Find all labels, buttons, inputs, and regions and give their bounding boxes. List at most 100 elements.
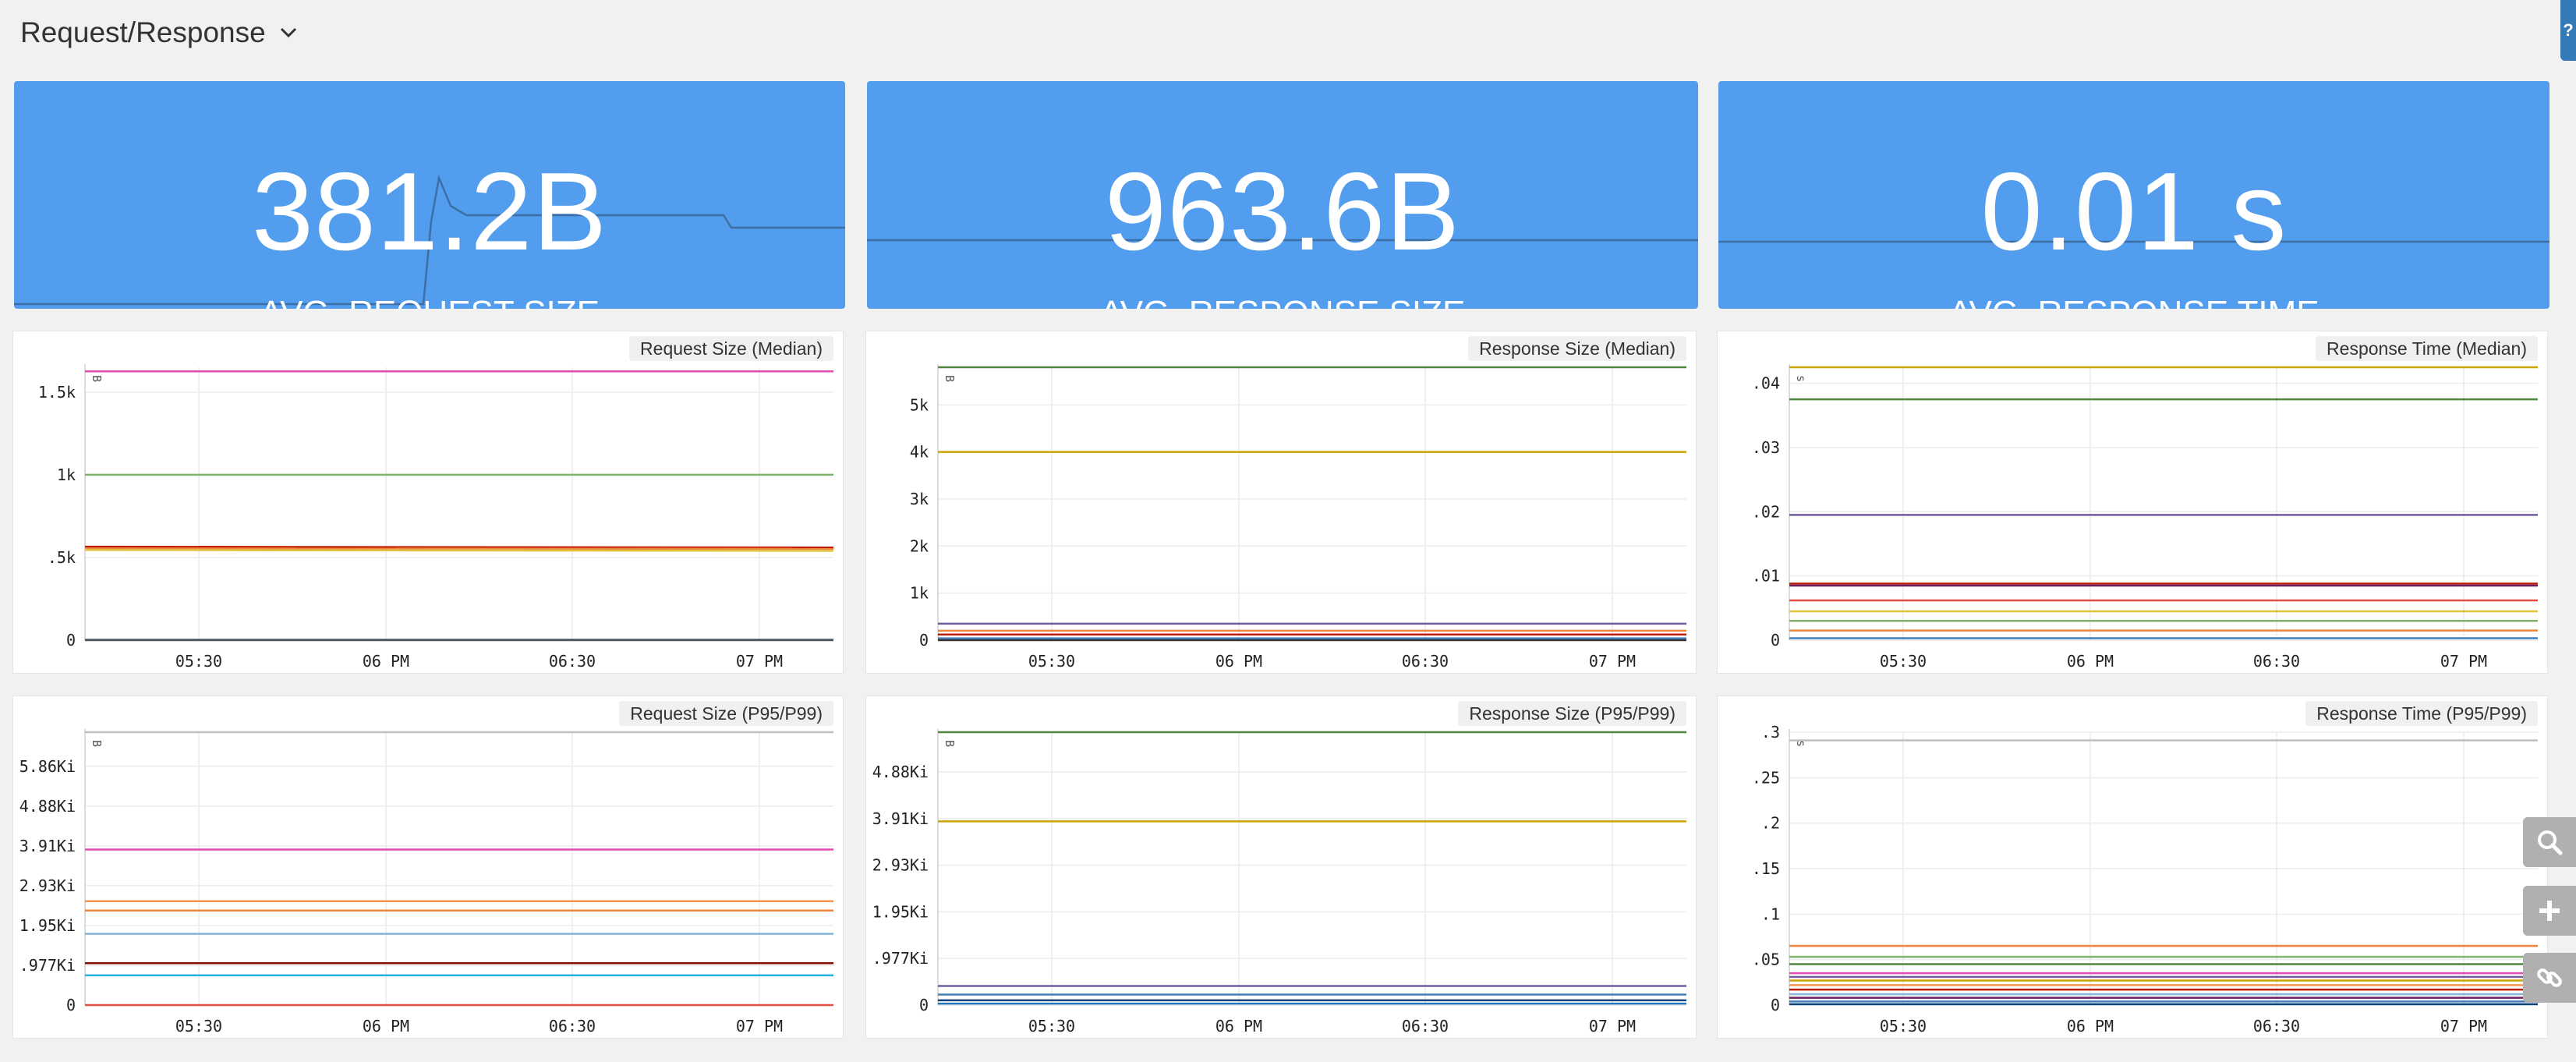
- y-tick-label: .04: [1752, 374, 1780, 393]
- panel-title[interactable]: Request Size (P95/P99): [619, 701, 833, 726]
- x-tick-label: 06 PM: [1215, 1017, 1262, 1035]
- stat-panel-avg-response-size: 963.6B AVG. RESPONSE SIZE: [867, 81, 1698, 309]
- y-tick-label: 1.95Ki: [872, 902, 929, 921]
- chart-svg[interactable]: 0 .01 .02 .03 .04 05:30 06 PM 06:30 07 PM s: [1718, 331, 2549, 674]
- graph-panel-response-size-median: 0 1k 2k 3k 4k 5k 05:30 06 PM 06:30 07 PM B Respons…: [865, 331, 1697, 674]
- row-header[interactable]: Request/Response: [20, 11, 297, 55]
- unit-label: B: [943, 375, 957, 382]
- x-tick-label: 05:30: [175, 652, 222, 671]
- stat-label: AVG. RESPONSE TIME: [1718, 296, 2549, 310]
- stat-panel-avg-response-time: 0.01 s AVG. RESPONSE TIME: [1718, 81, 2549, 309]
- x-tick-label: 06 PM: [1215, 652, 1262, 671]
- y-tick-label: 0: [919, 631, 929, 650]
- graph-panel-request-size-median: 0 .5k 1k 1.5k 05:30 06 PM 06:30 07 PM B Request …: [12, 331, 844, 674]
- y-tick-label: 1k: [910, 584, 929, 603]
- x-tick-label: 06:30: [2253, 1017, 2300, 1035]
- y-tick-label: .15: [1752, 859, 1780, 878]
- chart-svg[interactable]: 0 .977Ki 1.95Ki 2.93Ki 3.91Ki 4.88Ki 5.86Ki 05:…: [13, 696, 844, 1039]
- help-button[interactable]: ?: [2560, 0, 2576, 61]
- y-tick-label: 1.95Ki: [19, 916, 76, 935]
- y-tick-label: 1.5k: [38, 383, 76, 402]
- panel-title[interactable]: Response Time (Median): [2316, 336, 2538, 361]
- stat-value: 0.01 s: [1980, 150, 2288, 274]
- x-tick-label: 07 PM: [1589, 652, 1636, 671]
- x-tick-label: 05:30: [1028, 1017, 1075, 1035]
- graph-panel-response-time-median: 0 .01 .02 .03 .04 05:30 06 PM 06:30 07 PM s Respo…: [1717, 331, 2548, 674]
- panel-title[interactable]: Request Size (Median): [629, 336, 833, 361]
- panel-title[interactable]: Response Size (Median): [1468, 336, 1686, 361]
- y-tick-label: .3: [1761, 723, 1780, 742]
- y-tick-label: 0: [1771, 631, 1780, 650]
- x-tick-label: 06:30: [1402, 652, 1449, 671]
- chart-svg[interactable]: 0 .977Ki 1.95Ki 2.93Ki 3.91Ki 4.88Ki 05:30 06 P…: [866, 696, 1697, 1039]
- y-tick-label: 1k: [57, 466, 76, 484]
- y-tick-label: .03: [1752, 438, 1780, 457]
- x-tick-label: 06 PM: [2067, 1017, 2114, 1035]
- y-tick-label: 2.93Ki: [19, 876, 76, 895]
- panel-title[interactable]: Response Time (P95/P99): [2305, 701, 2538, 726]
- sparkline: [14, 174, 845, 306]
- x-tick-label: 06 PM: [2067, 652, 2114, 671]
- unit-label: B: [943, 740, 957, 747]
- sparkline: [1718, 240, 2549, 243]
- unit-label: s: [1794, 740, 1808, 747]
- x-tick-label: 07 PM: [736, 1017, 783, 1035]
- y-tick-label: 3.91Ki: [872, 809, 929, 828]
- search-button[interactable]: [2523, 817, 2576, 867]
- add-button[interactable]: [2523, 886, 2576, 936]
- y-tick-label: 0: [1771, 996, 1780, 1014]
- y-tick-label: 4k: [910, 443, 929, 462]
- series-line: [84, 547, 834, 550]
- stat-panel-avg-request-size: 381.2B AVG. REQUEST SIZE: [14, 81, 845, 309]
- x-tick-label: 06:30: [1402, 1017, 1449, 1035]
- x-tick-label: 07 PM: [736, 652, 783, 671]
- stat-value: 963.6B: [1104, 150, 1461, 274]
- y-tick-label: .977Ki: [872, 949, 929, 968]
- share-link-button[interactable]: [2523, 953, 2576, 1003]
- stat-label: AVG. RESPONSE SIZE: [867, 296, 1698, 310]
- y-tick-label: 4.88Ki: [872, 763, 929, 781]
- x-tick-label: 07 PM: [1589, 1017, 1636, 1035]
- link-icon: [2537, 968, 2562, 987]
- y-tick-label: .2: [1761, 814, 1780, 833]
- x-tick-label: 05:30: [1880, 652, 1927, 671]
- x-tick-label: 05:30: [1880, 1017, 1927, 1035]
- graph-panel-response-time-p95-p99: 0 .05 .1 .15 .2 .25 .3 05:30 06 PM 06:30 07 PM s Re…: [1717, 696, 2548, 1039]
- y-tick-label: 2.93Ki: [872, 856, 929, 875]
- y-tick-label: .25: [1752, 768, 1780, 787]
- graph-panel-response-size-p95-p99: 0 .977Ki 1.95Ki 2.93Ki 3.91Ki 4.88Ki 05:30 06 P…: [865, 696, 1697, 1039]
- y-tick-label: 0: [66, 996, 76, 1014]
- chevron-down-icon: [280, 27, 296, 38]
- y-tick-label: 0: [919, 996, 929, 1014]
- search-icon: [2538, 830, 2563, 855]
- unit-label: B: [90, 375, 104, 382]
- x-tick-label: 06:30: [549, 652, 596, 671]
- stat-label: AVG. REQUEST SIZE: [14, 296, 845, 310]
- chart-svg[interactable]: 0 .5k 1k 1.5k 05:30 06 PM 06:30 07 PM B: [13, 331, 844, 674]
- stat-value: 381.2B: [251, 150, 608, 274]
- x-tick-label: 06:30: [2253, 652, 2300, 671]
- y-tick-label: .05: [1752, 950, 1780, 969]
- chart-svg[interactable]: 0 1k 2k 3k 4k 5k 05:30 06 PM 06:30 07 PM B: [866, 331, 1697, 674]
- panel-title[interactable]: Response Size (P95/P99): [1458, 701, 1686, 726]
- y-tick-label: 0: [66, 631, 76, 650]
- y-tick-label: 5k: [910, 395, 929, 414]
- plus-icon: [2539, 901, 2560, 921]
- y-tick-label: 3.91Ki: [19, 837, 76, 855]
- unit-label: B: [90, 740, 104, 747]
- x-tick-label: 05:30: [175, 1017, 222, 1035]
- y-tick-label: .977Ki: [19, 956, 76, 975]
- y-tick-label: 5.86Ki: [19, 757, 76, 776]
- x-tick-label: 07 PM: [2440, 1017, 2487, 1035]
- x-tick-label: 06:30: [549, 1017, 596, 1035]
- graph-panel-request-size-p95-p99: 0 .977Ki 1.95Ki 2.93Ki 3.91Ki 4.88Ki 5.86Ki 05:…: [12, 696, 844, 1039]
- x-tick-label: 06 PM: [363, 652, 409, 671]
- x-tick-label: 05:30: [1028, 652, 1075, 671]
- chart-svg[interactable]: 0 .05 .1 .15 .2 .25 .3 05:30 06 PM 06:30 07 PM s: [1718, 696, 2549, 1039]
- sparkline: [867, 239, 1698, 242]
- y-tick-label: 4.88Ki: [19, 797, 76, 816]
- help-label: ?: [2563, 20, 2574, 40]
- y-tick-label: .5k: [48, 548, 76, 567]
- y-tick-label: .01: [1752, 567, 1780, 586]
- row-title: Request/Response: [20, 16, 266, 48]
